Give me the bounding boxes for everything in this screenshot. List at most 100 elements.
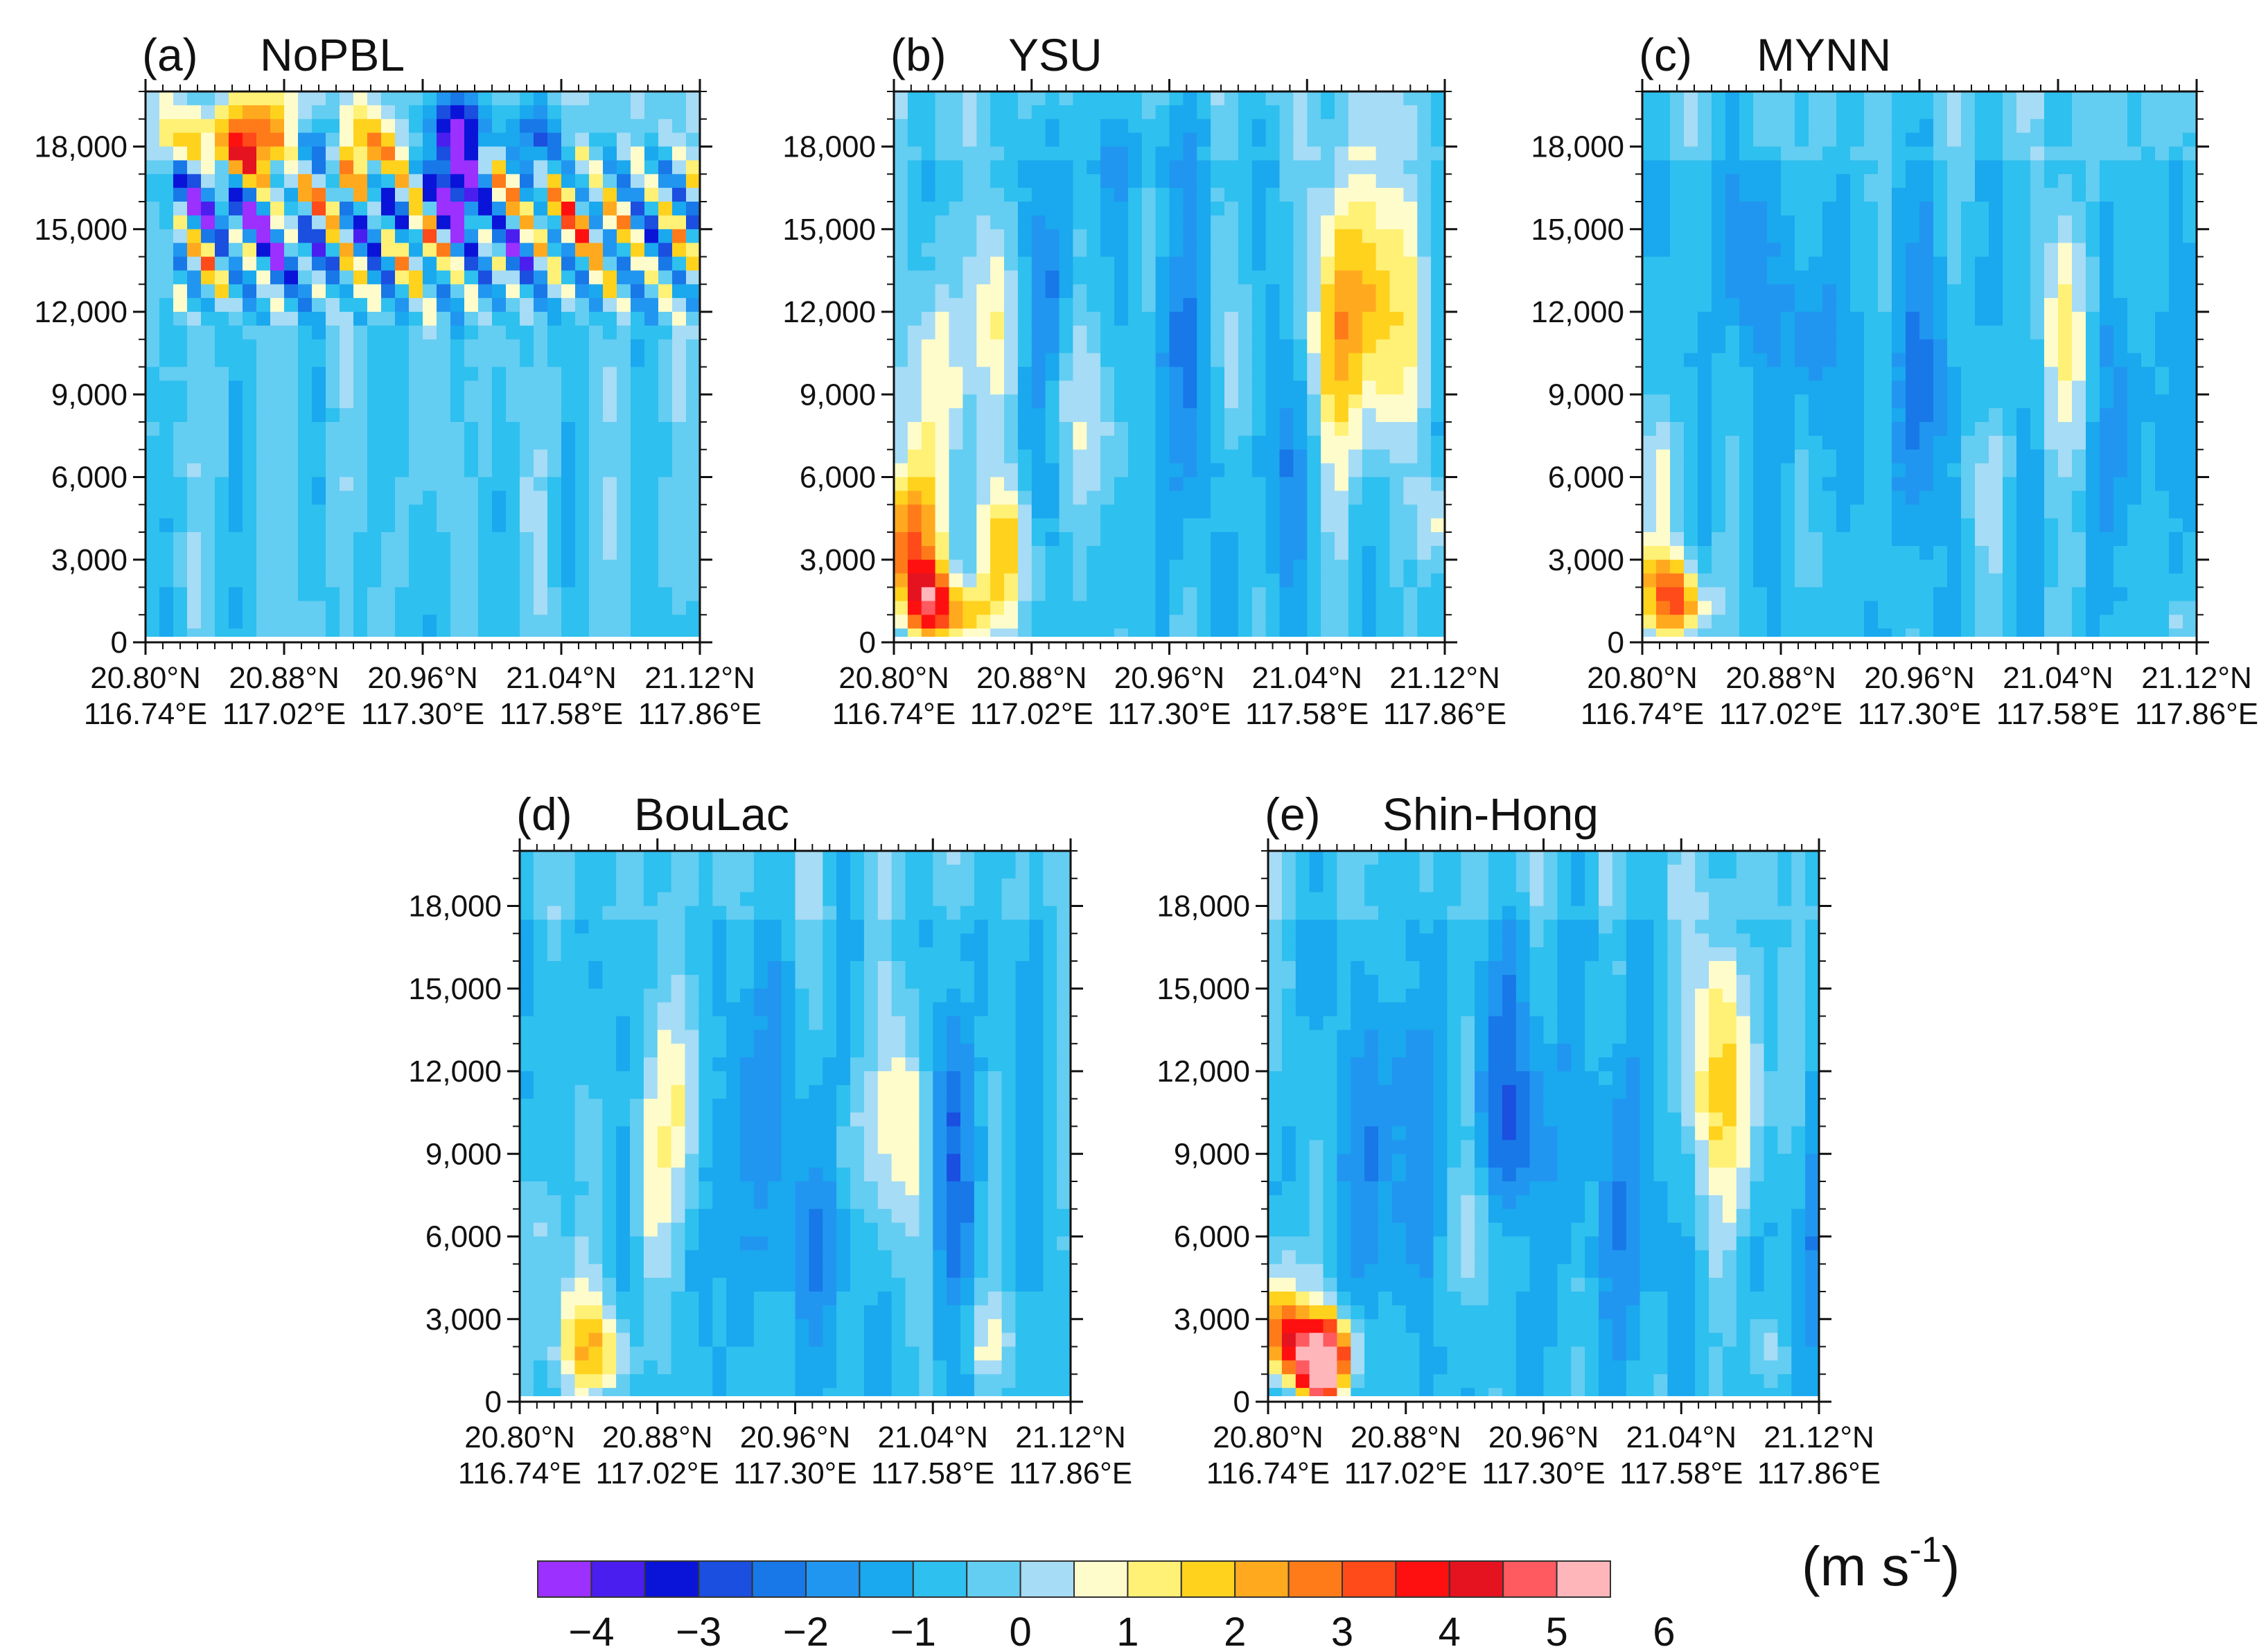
field-cell <box>949 243 963 258</box>
field-cell <box>409 394 423 409</box>
field-cell <box>173 353 188 368</box>
field-cell <box>1087 325 1101 340</box>
field-cell <box>1431 518 1445 533</box>
field-cell <box>367 394 382 409</box>
field-cell <box>1767 367 1782 381</box>
field-cell <box>298 215 313 230</box>
field-cell <box>1045 105 1060 120</box>
field-cell <box>187 394 202 409</box>
y-tick-label: 3,000 <box>51 543 128 577</box>
field-cell <box>1321 353 1335 368</box>
field-cell <box>173 312 188 326</box>
field-cell <box>1251 601 1267 615</box>
field-cell <box>215 353 229 368</box>
field-cell <box>1850 160 1865 175</box>
field-cell <box>187 298 202 312</box>
field-cell <box>1864 477 1879 491</box>
field-cell <box>1961 339 1976 354</box>
field-cell <box>2030 449 2045 464</box>
field-cell <box>603 463 617 478</box>
field-cell <box>1753 380 1768 395</box>
field-cell <box>575 256 590 271</box>
field-cell <box>2127 587 2142 601</box>
field-cell <box>201 532 216 547</box>
field-cell <box>506 587 520 601</box>
field-cell <box>256 491 271 505</box>
field-cell <box>395 298 410 312</box>
field-cell <box>658 573 673 588</box>
field-cell <box>1961 215 1976 230</box>
field-cell <box>395 91 410 106</box>
field-cell <box>2113 174 2128 188</box>
field-cell <box>464 422 479 437</box>
field-cell <box>450 243 465 258</box>
field-cell <box>1224 215 1239 230</box>
field-cell <box>298 160 313 175</box>
field-cell <box>1183 284 1197 299</box>
field-cell <box>686 435 700 450</box>
field-cell <box>686 339 700 354</box>
field-cell <box>1961 105 1976 120</box>
field-cell <box>2127 202 2142 216</box>
field-cell <box>284 394 299 409</box>
field-cell <box>1836 545 1851 561</box>
field-cell <box>1961 573 1976 588</box>
field-cell <box>1850 435 1865 450</box>
field-cell <box>1321 408 1335 423</box>
field-cell <box>2016 532 2031 547</box>
field-cell <box>1767 298 1782 312</box>
field-cell <box>1031 518 1046 533</box>
field-cell <box>1809 422 1823 437</box>
field-cell <box>949 325 963 340</box>
field-cell <box>1961 160 1976 175</box>
field-cell <box>2113 504 2128 519</box>
field-cell <box>1335 91 1349 106</box>
field-cell <box>1183 463 1197 478</box>
field-cell <box>437 435 451 450</box>
field-cell <box>2100 477 2114 491</box>
field-cell <box>1362 559 1377 574</box>
field-cell <box>1389 105 1404 120</box>
field-cell <box>243 394 257 409</box>
field-cell <box>921 504 936 519</box>
field-cell <box>1389 174 1404 188</box>
field-cell <box>1293 545 1308 561</box>
field-cell <box>506 146 520 161</box>
field-cell <box>437 284 451 299</box>
field-cell <box>1265 559 1281 574</box>
field-cell <box>894 587 908 601</box>
field-cell <box>1781 573 1795 588</box>
field-cell <box>381 559 396 574</box>
field-cell <box>1293 188 1308 202</box>
field-cell <box>907 394 922 409</box>
field-cell <box>1836 449 1851 464</box>
field-cell <box>1712 601 1726 615</box>
field-cell <box>367 504 382 519</box>
field-cell <box>450 146 465 161</box>
field-cell <box>284 559 299 574</box>
field-cell <box>921 449 936 464</box>
field-cell <box>1155 243 1170 258</box>
field-cell <box>1961 367 1976 381</box>
field-cell <box>409 284 423 299</box>
field-cell <box>187 132 202 148</box>
field-cell <box>1307 491 1321 505</box>
field-cell <box>201 256 216 271</box>
field-cell <box>1975 188 1989 202</box>
panel-b: 03,0006,0009,00012,00015,00018,00020.80°… <box>782 29 1506 731</box>
surface-strip <box>146 637 700 642</box>
field-cell <box>2058 545 2073 561</box>
field-cell <box>2072 504 2086 519</box>
field-cell <box>2058 422 2073 437</box>
field-cell <box>2169 243 2183 258</box>
field-cell <box>1321 174 1335 188</box>
field-cell <box>1684 545 1698 561</box>
field-cell <box>1087 449 1101 464</box>
field-cell <box>201 132 216 148</box>
field-cell <box>1087 256 1101 271</box>
field-cell <box>1850 477 1865 491</box>
field-cell <box>1114 601 1129 615</box>
field-cell <box>326 422 340 437</box>
field-cell <box>1335 229 1349 244</box>
field-cell <box>894 367 908 381</box>
